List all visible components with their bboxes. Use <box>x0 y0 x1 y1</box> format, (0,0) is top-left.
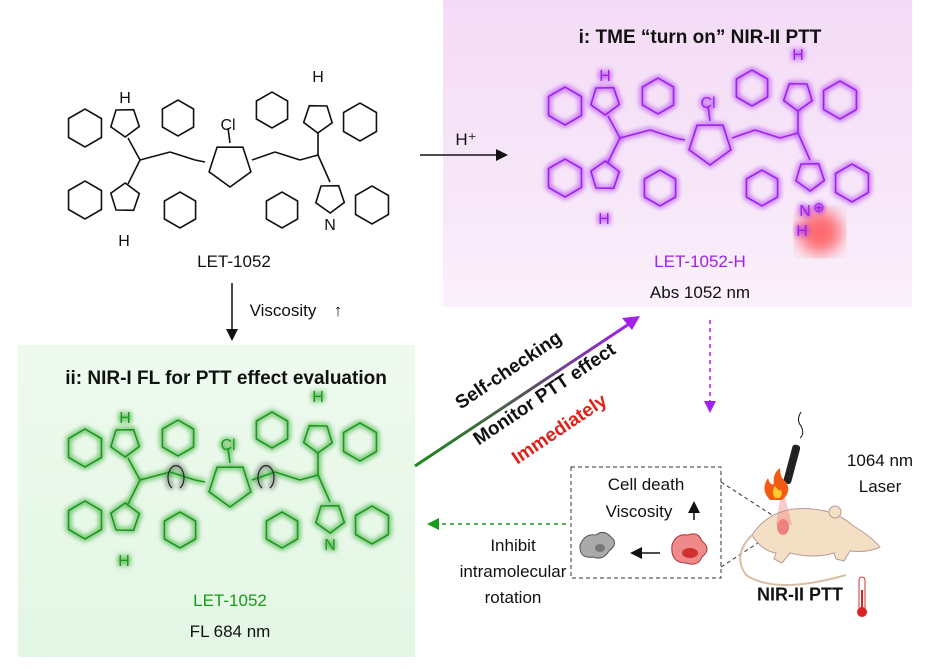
pyrrole-ring <box>302 104 334 134</box>
benzene-ring <box>834 163 870 203</box>
viscosity-label: Viscosity <box>249 301 317 320</box>
pyrrole-ring <box>302 424 334 454</box>
pyrrole-ring <box>109 428 141 458</box>
thermometer-icon <box>857 576 867 617</box>
inhibit-line1: Inhibit <box>490 536 536 555</box>
phenyl-ring <box>641 77 675 115</box>
atom-h: H <box>312 69 324 86</box>
laser-label: Laser <box>858 477 902 496</box>
phenyl-ring <box>745 169 779 207</box>
benzene-ring <box>67 428 103 468</box>
cyclopentene-ring <box>208 146 252 188</box>
panel-ii-title: ii: NIR-I FL for PTT effect evaluation <box>65 368 387 389</box>
fire-icon <box>764 468 789 500</box>
benzene-ring <box>342 102 378 142</box>
cell-inset-box <box>570 466 722 579</box>
atom-h: H <box>792 47 804 64</box>
atom-h: H <box>599 68 611 85</box>
phenyl-ring <box>161 419 195 457</box>
panel-i-compound: LET-1052-H <box>654 252 746 271</box>
panel-i-title: i: TME “turn on” NIR-II PTT <box>578 27 822 48</box>
atom-h: H <box>312 389 324 406</box>
atom-cl: Cl <box>700 95 715 112</box>
benzene-ring <box>547 158 583 198</box>
atom-h: H <box>119 410 131 427</box>
phenyl-ring <box>643 169 677 207</box>
inhibit-line3: rotation <box>484 588 542 607</box>
benzene-ring <box>67 108 103 148</box>
phenyl-ring <box>163 511 197 549</box>
cyclopentene-ring <box>208 466 252 508</box>
self-check-arrowhead <box>622 316 640 330</box>
phenyl-ring <box>255 91 289 129</box>
benzene-ring <box>822 80 858 120</box>
atom-n-plus: N <box>799 203 811 220</box>
panel-i-background <box>443 0 912 307</box>
start-compound: LET-1052 <box>197 252 271 271</box>
phenyl-ring <box>265 511 299 549</box>
pyrrole-ring <box>109 502 141 532</box>
pyrrole-ring <box>782 82 814 112</box>
panel-ii-property: FL 684 nm <box>189 622 271 641</box>
benzene-ring <box>342 422 378 462</box>
panel-i-property: Abs 1052 nm <box>649 283 751 302</box>
pyrrole-ring <box>794 162 826 192</box>
rotation-arrow-icon <box>257 465 275 489</box>
benzene-ring <box>67 180 103 220</box>
atom-h: H <box>598 211 610 228</box>
atom-h: H <box>118 233 130 250</box>
atom-n: N <box>324 537 336 554</box>
atom-h: H <box>118 553 130 570</box>
inhibit-line2: intramolecular <box>459 562 567 581</box>
molecule-let-1052: H H Cl H N <box>67 69 390 250</box>
rotation-arrow-icon <box>167 465 185 489</box>
acid-label: H⁺ <box>455 130 477 149</box>
phenyl-ring <box>163 191 197 229</box>
atom-cl: Cl <box>220 437 235 454</box>
atom-cl: Cl <box>220 117 235 134</box>
atom-h: H <box>119 90 131 107</box>
benzene-ring <box>547 86 583 126</box>
benzene-ring <box>67 500 103 540</box>
self-check-arrow <box>414 320 633 468</box>
cyclopentene-ring <box>688 124 732 166</box>
pyrrole-ring <box>589 86 621 116</box>
positive-charge: ⊕ <box>813 199 825 215</box>
inset-viscosity: Viscosity <box>605 502 673 521</box>
viscosity-up-arrow: ↑ <box>333 301 343 320</box>
pyrrole-ring <box>314 184 346 214</box>
benzene-ring <box>354 185 390 225</box>
atom-n: N <box>324 217 336 234</box>
mouse-icon <box>739 485 881 586</box>
pyrrole-ring <box>314 504 346 534</box>
laser-probe-icon <box>783 411 804 484</box>
molecule-let-1052-green: H H Cl H N <box>67 389 390 570</box>
pyrrole-ring <box>109 182 141 212</box>
benzene-ring <box>354 505 390 545</box>
nir-ii-ptt-label: NIR-II PTT <box>757 584 843 605</box>
phenyl-ring <box>735 69 769 107</box>
pyrrole-ring <box>589 160 621 190</box>
inset-cell-death: Cell death <box>607 475 685 494</box>
protonation-glow <box>798 210 842 254</box>
atom-h-plus: H <box>796 223 808 240</box>
laser-wavelength: 1064 nm <box>846 451 914 470</box>
pyrrole-ring <box>109 108 141 138</box>
phenyl-ring <box>161 99 195 137</box>
phenyl-ring <box>255 411 289 449</box>
phenyl-ring <box>265 191 299 229</box>
panel-ii-compound: LET-1052 <box>193 591 267 610</box>
